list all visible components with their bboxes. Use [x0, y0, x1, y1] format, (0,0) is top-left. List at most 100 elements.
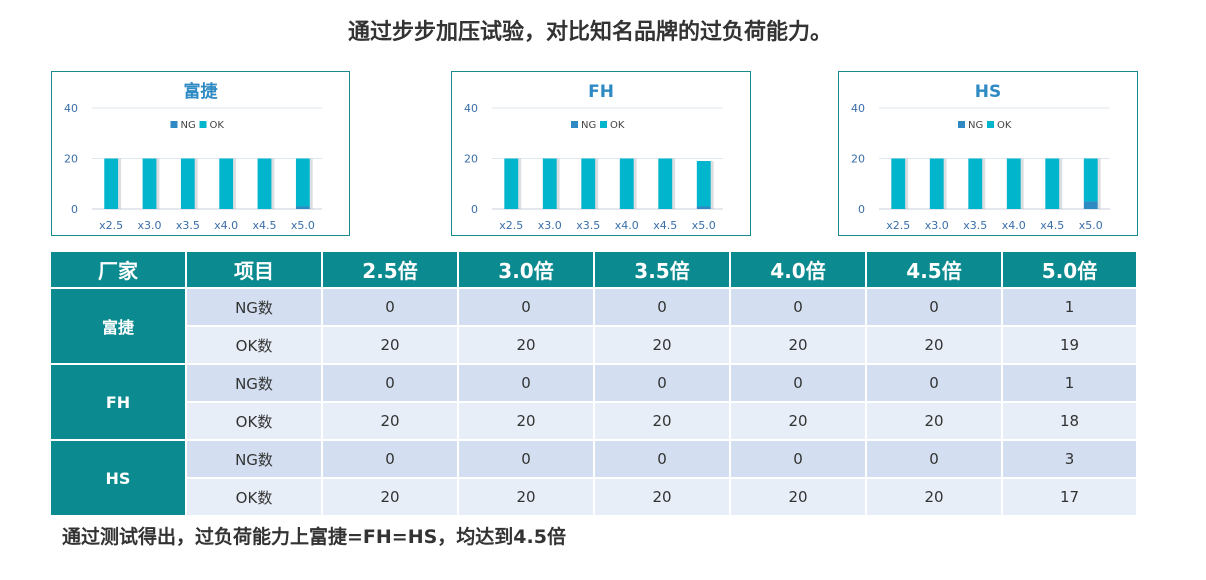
y-tick-label: 20	[851, 153, 865, 166]
bar-ok	[1083, 158, 1098, 202]
x-tick-label: x5.0	[291, 219, 315, 232]
x-tick-label: x3.5	[176, 219, 200, 232]
value-cell: 19	[1002, 325, 1138, 364]
value-cell: 20	[458, 401, 595, 440]
value-cell: 20	[866, 325, 1003, 364]
value-cell: 20	[458, 477, 595, 515]
header-4.0x: 4.0倍	[730, 252, 867, 288]
value-cell: 0	[730, 439, 867, 478]
value-cell: 0	[730, 363, 867, 402]
value-cell: 0	[594, 439, 731, 478]
table-row: 富捷 NG数 0 0 0 0 0 1	[51, 287, 1138, 364]
header-maker: 厂家	[51, 252, 187, 288]
item-cell: OK数	[186, 477, 323, 515]
item-cell: NG数	[186, 363, 323, 402]
chart-title: 富捷	[184, 81, 219, 102]
value-cell: 20	[594, 401, 731, 440]
page-title: 通过步步加压试验，对比知名品牌的过负荷能力。	[347, 20, 832, 45]
x-tick-label: x2.5	[886, 219, 910, 232]
bar-ok	[619, 158, 634, 209]
legend-swatch-ok	[987, 121, 994, 128]
legend-label-ng: NG	[581, 120, 596, 131]
legend-label-ng: NG	[181, 120, 196, 131]
bar-ok	[104, 158, 119, 209]
value-cell: 0	[866, 287, 1003, 326]
value-cell: 20	[730, 401, 867, 440]
table-row: OK数 20 20 20 20 20 18	[51, 401, 1138, 440]
legend-swatch-ok	[199, 121, 207, 128]
value-cell: 20	[594, 325, 731, 364]
item-cell: OK数	[186, 325, 323, 364]
value-cell: 20	[322, 477, 459, 515]
value-cell: 0	[322, 439, 459, 478]
table-row: HS NG数 0 0 0 0 0 3	[51, 439, 1138, 515]
x-tick-label: x4.5	[252, 219, 276, 232]
bar-ok	[1045, 158, 1060, 209]
table-row: FH NG数 0 0 0 0 0 1	[51, 363, 1138, 440]
results-table: 厂家 项目 2.5倍 3.0倍 3.5倍 4.0倍 4.5倍 5.0倍 富捷 N…	[51, 252, 1138, 515]
chart-fh: FH 0 20 40 NG OK x2.5 x3.0 x3.5 x4.0 x4.5 x5.0	[464, 82, 723, 232]
header-5.0x: 5.0倍	[1002, 252, 1138, 288]
value-cell: 20	[866, 477, 1003, 515]
bar-ok	[929, 158, 944, 209]
x-tick-label: x4.0	[1002, 219, 1026, 232]
bar-ng	[295, 206, 310, 209]
value-cell: 0	[730, 287, 867, 326]
chart-title: FH	[588, 82, 614, 102]
value-cell: 0	[866, 363, 1003, 402]
legend-swatch-ng	[571, 121, 578, 128]
value-cell: 20	[322, 325, 459, 364]
legend-label-ok: OK	[997, 120, 1012, 131]
table-header-row: 厂家 项目 2.5倍 3.0倍 3.5倍 4.0倍 4.5倍 5.0倍	[51, 252, 1138, 288]
x-tick-label: x3.0	[538, 219, 562, 232]
bar-ok	[542, 158, 557, 209]
value-cell: 20	[730, 325, 867, 364]
y-tick-label: 40	[851, 102, 865, 115]
table-row: OK数 20 20 20 20 20 19	[51, 325, 1138, 364]
y-tick-label: 0	[471, 203, 478, 216]
x-tick-label: x4.5	[1040, 219, 1064, 232]
bar-ok	[968, 158, 983, 209]
value-cell: 1	[1002, 363, 1138, 402]
x-tick-label: x5.0	[1079, 219, 1103, 232]
bar-ok	[581, 158, 596, 209]
bar-ok	[219, 158, 234, 209]
header-2.5x: 2.5倍	[322, 252, 459, 288]
bar-ng	[696, 206, 711, 209]
maker-cell: 富捷	[51, 287, 187, 364]
value-cell: 0	[866, 439, 1003, 478]
y-tick-label: 20	[64, 153, 78, 166]
bar-ok	[658, 158, 673, 209]
value-cell: 0	[458, 439, 595, 478]
x-tick-label: x2.5	[499, 219, 523, 232]
item-cell: NG数	[186, 287, 323, 326]
table-row: OK数 20 20 20 20 20 17	[51, 477, 1138, 515]
item-cell: OK数	[186, 401, 323, 440]
bar-ok	[180, 158, 195, 209]
value-cell: 18	[1002, 401, 1138, 440]
y-tick-label: 0	[71, 203, 78, 216]
x-tick-label: x3.5	[963, 219, 987, 232]
bar-ok	[257, 158, 272, 209]
item-cell: NG数	[186, 439, 323, 478]
header-item: 项目	[186, 252, 323, 288]
value-cell: 0	[594, 287, 731, 326]
x-tick-label: x3.5	[576, 219, 600, 232]
value-cell: 20	[730, 477, 867, 515]
bar-ok	[295, 158, 310, 207]
y-tick-label: 40	[464, 102, 478, 115]
header-3.5x: 3.5倍	[594, 252, 731, 288]
chart-panel-fh: FH 0 20 40 NG OK x2.5 x3.0 x3.5 x4.0 x4.5 x5.0	[451, 71, 751, 236]
legend-label-ng: NG	[968, 120, 983, 131]
x-tick-label: x3.0	[925, 219, 949, 232]
conclusion-text: 通过测试得出，过负荷能力上富捷=FH=HS，均达到4.5倍	[62, 526, 566, 548]
bar-ng	[1083, 201, 1098, 209]
x-tick-label: x2.5	[99, 219, 123, 232]
legend-swatch-ok	[600, 121, 607, 128]
x-tick-label: x5.0	[692, 219, 716, 232]
value-cell: 3	[1002, 439, 1138, 478]
x-tick-label: x3.0	[137, 219, 161, 232]
value-cell: 0	[322, 363, 459, 402]
value-cell: 1	[1002, 287, 1138, 326]
chart-title: HS	[975, 82, 1001, 102]
